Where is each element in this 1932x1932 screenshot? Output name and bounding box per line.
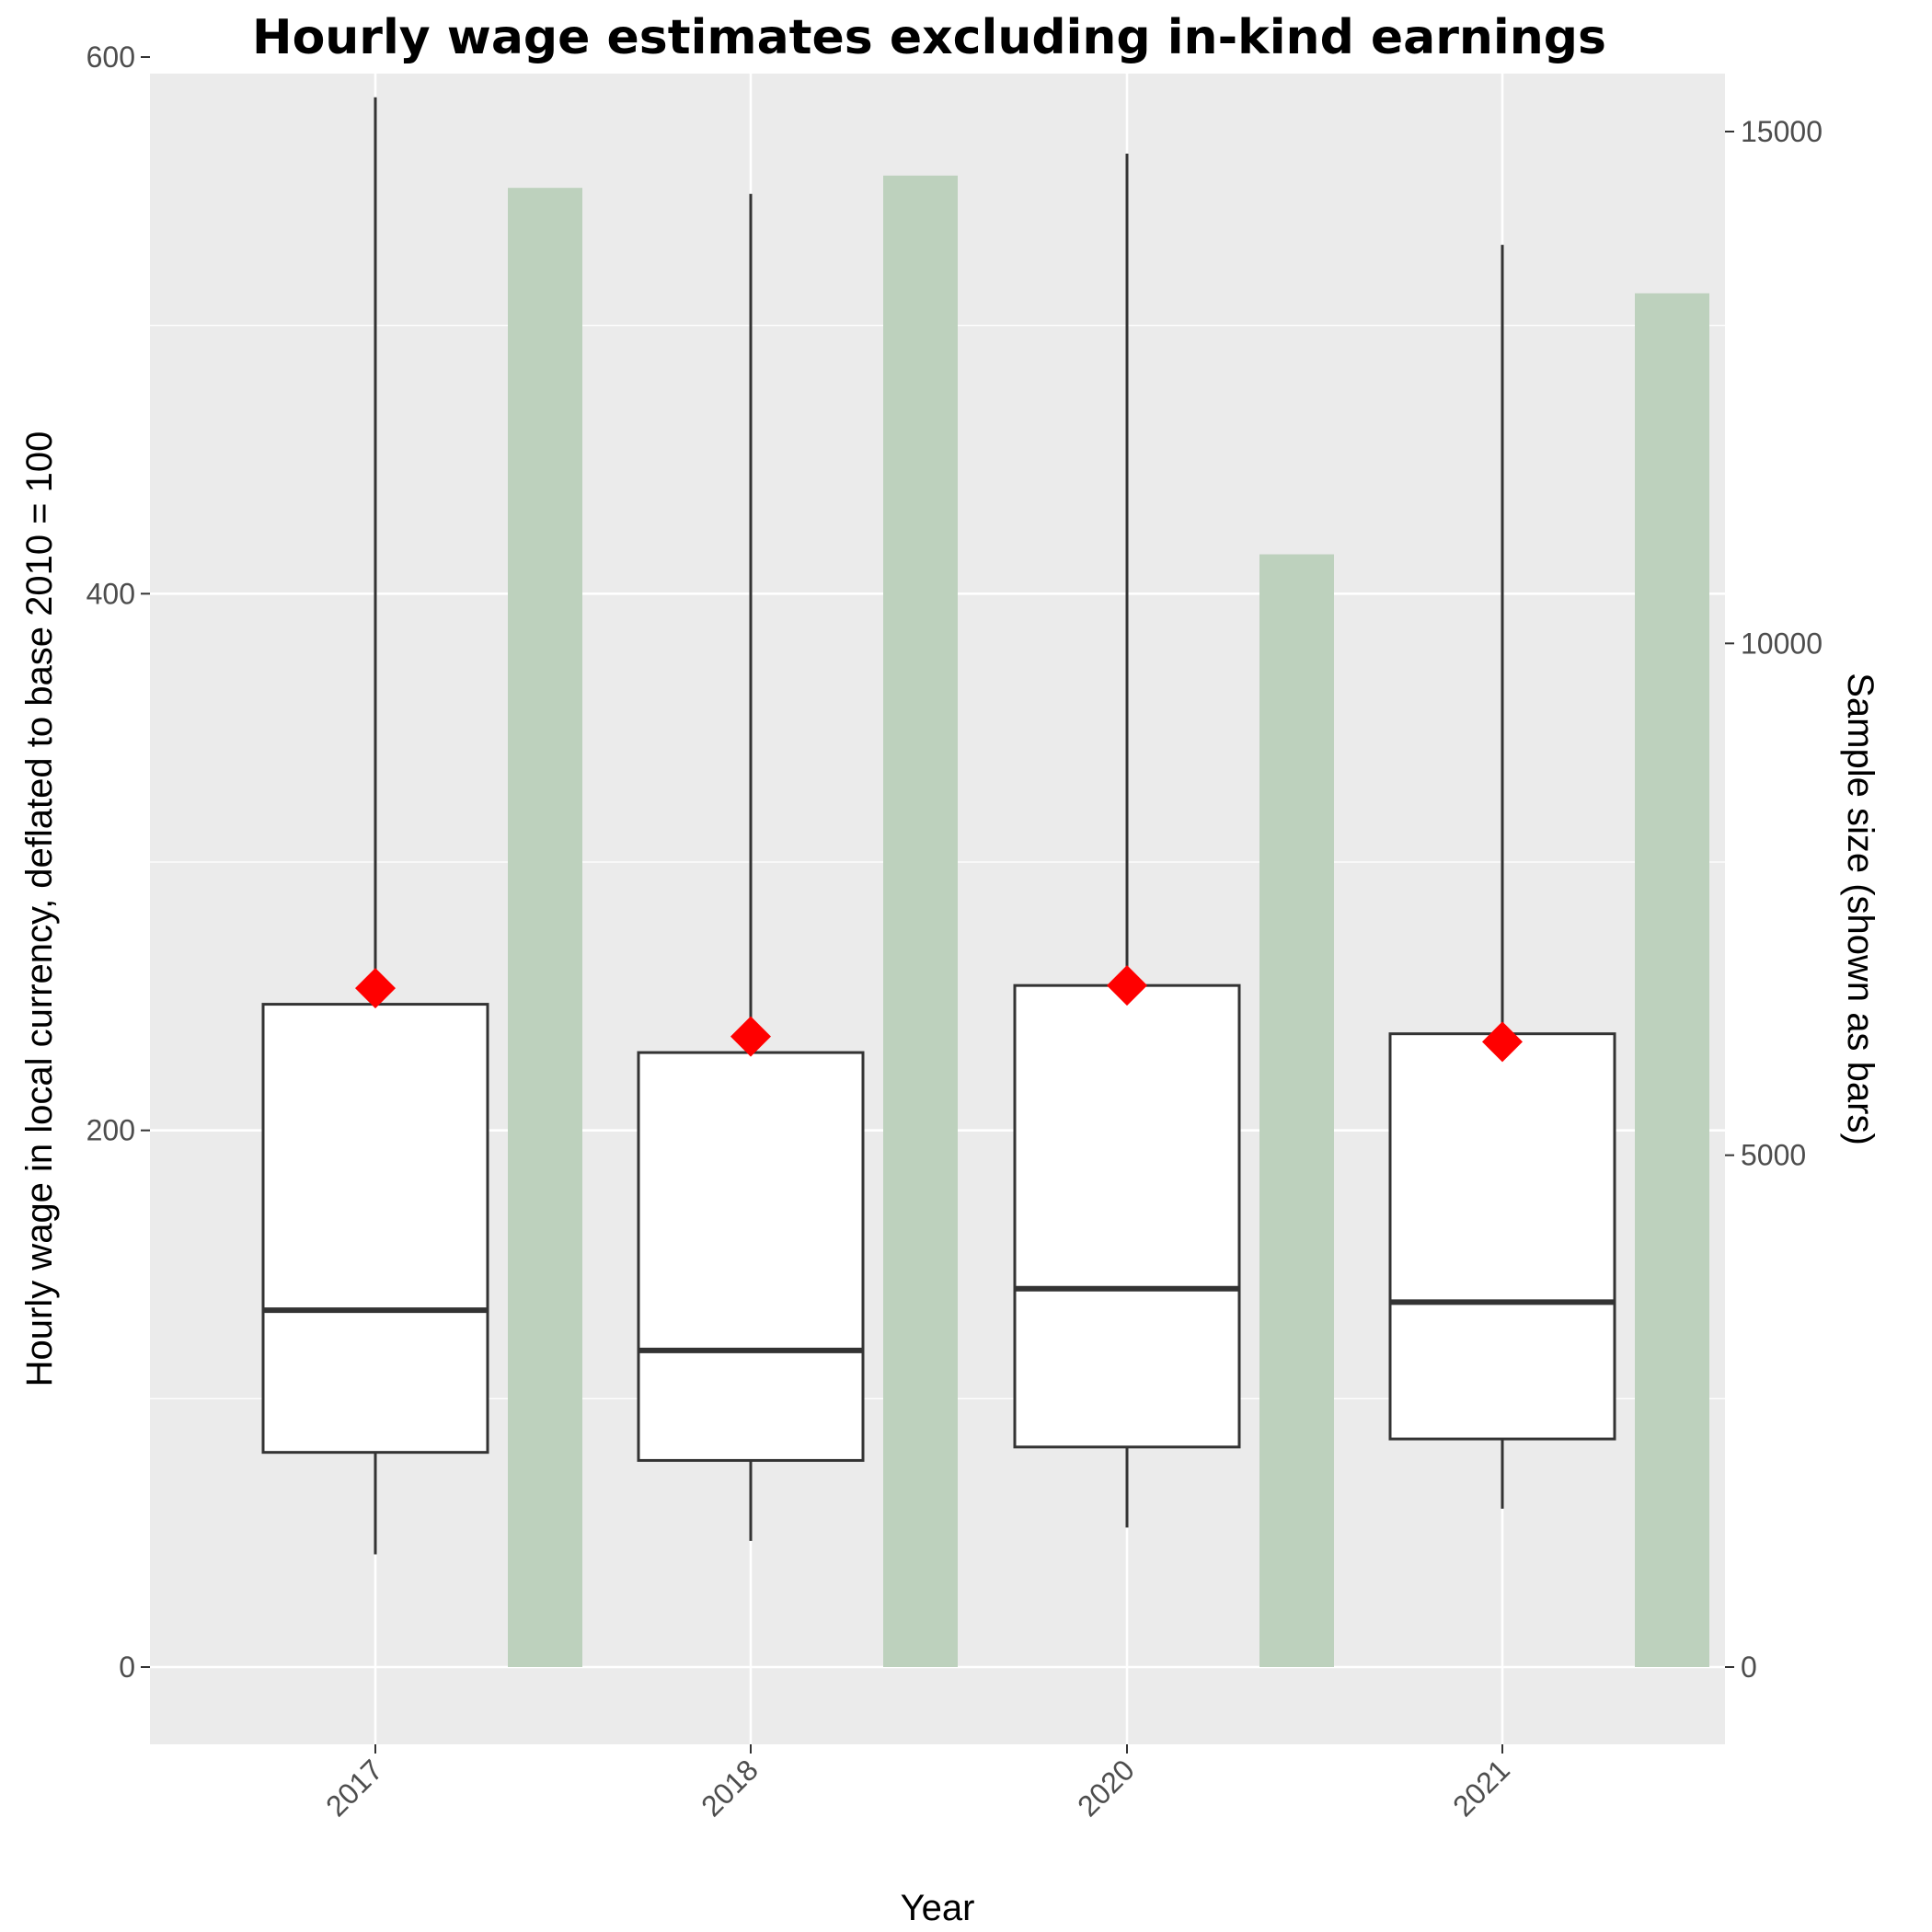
boxplot-2018 <box>637 193 865 1541</box>
mean-marker-2018 <box>730 1016 771 1057</box>
boxplots <box>261 97 1616 1555</box>
mean-marker-2021 <box>1482 1021 1523 1063</box>
boxplot-2017 <box>261 97 489 1555</box>
sample-size-bar-2017 <box>508 188 582 1668</box>
boxplot-2021 <box>1388 245 1616 1509</box>
sample-size-bar-2020 <box>1259 554 1334 1668</box>
x-tick-label: 2021 <box>1446 1753 1516 1823</box>
y2-tick-label: 10000 <box>1741 627 1823 660</box>
sample-size-bars <box>508 175 1709 1668</box>
y-tick-label: 400 <box>86 577 135 610</box>
y-tick-label: 0 <box>119 1650 135 1684</box>
mean-markers <box>355 965 1523 1063</box>
mean-marker-2017 <box>355 968 396 1009</box>
chart-title: Hourly wage estimates excluding in-kind … <box>252 10 1606 65</box>
sample-size-bar-2018 <box>883 175 958 1667</box>
y-tick-label: 600 <box>86 40 135 74</box>
y2-axis-title: Sample size (shown as bars) <box>1840 673 1880 1145</box>
boxplot-2020 <box>1013 154 1241 1528</box>
box-iqr <box>1388 1032 1616 1441</box>
y2-tick-label: 15000 <box>1741 115 1823 148</box>
y2-tick-label: 0 <box>1741 1650 1757 1684</box>
y2-tick-label: 5000 <box>1741 1139 1806 1172</box>
sample-size-bar-2021 <box>1635 293 1709 1668</box>
box-iqr <box>637 1051 865 1462</box>
y-tick-label: 200 <box>86 1114 135 1147</box>
box-iqr <box>1013 983 1241 1449</box>
x-tick-label: 2017 <box>319 1753 389 1823</box>
y-axis-title: Hourly wage in local currency, deflated … <box>19 431 60 1387</box>
x-tick-label: 2020 <box>1071 1753 1141 1823</box>
x-tick-label: 2018 <box>695 1753 765 1823</box>
mean-marker-2020 <box>1107 965 1147 1006</box>
x-axis-title: Year <box>901 1888 975 1928</box>
box-iqr <box>261 1003 489 1455</box>
